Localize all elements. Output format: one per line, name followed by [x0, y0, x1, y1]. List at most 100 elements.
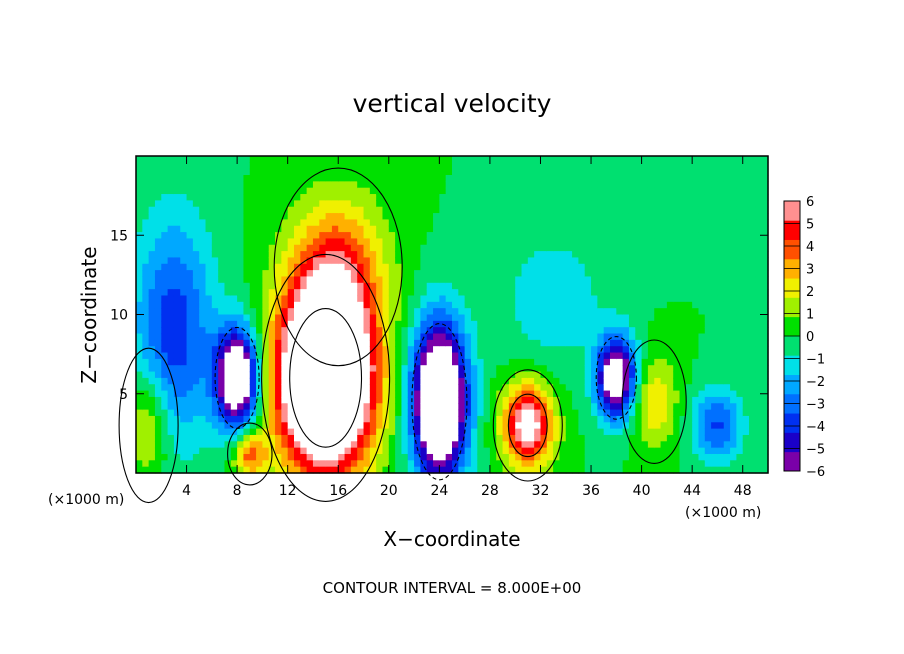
- heatmap-cell: [287, 194, 295, 201]
- heatmap-cell: [692, 213, 700, 220]
- heatmap-cell: [591, 232, 598, 240]
- heatmap-cell: [148, 409, 156, 417]
- heatmap-cell: [679, 434, 687, 442]
- heatmap-cell: [369, 244, 377, 252]
- heatmap-cell: [452, 175, 459, 182]
- heatmap-cell: [515, 162, 523, 170]
- heatmap-cell: [306, 415, 314, 423]
- heatmap-cell: [325, 282, 333, 290]
- heatmap-cell: [205, 441, 213, 449]
- heatmap-cell: [717, 244, 725, 252]
- heatmap-cell: [723, 270, 731, 278]
- heatmap-cell: [527, 441, 535, 449]
- heatmap-cell: [483, 270, 491, 278]
- heatmap-cell: [154, 194, 162, 201]
- heatmap-cell: [319, 453, 327, 461]
- heatmap-cell: [565, 453, 573, 461]
- heatmap-cell: [306, 295, 314, 303]
- heatmap-cell: [515, 257, 523, 265]
- heatmap-cell: [666, 263, 674, 271]
- heatmap-cell: [294, 219, 301, 227]
- heatmap-cell: [711, 168, 719, 176]
- heatmap-cell: [666, 453, 674, 461]
- heatmap-cell: [610, 162, 617, 170]
- heatmap-cell: [420, 187, 428, 195]
- heatmap-cell: [673, 263, 681, 271]
- heatmap-cell: [452, 346, 459, 354]
- heatmap-cell: [224, 295, 232, 303]
- heatmap-cell: [319, 206, 327, 214]
- heatmap-cell: [622, 270, 630, 278]
- heatmap-cell: [698, 396, 706, 404]
- heatmap-cell: [395, 238, 403, 246]
- heatmap-cell: [192, 213, 200, 220]
- heatmap-cell: [635, 263, 643, 271]
- heatmap-cell: [761, 175, 769, 182]
- heatmap-cell: [496, 352, 504, 360]
- heatmap-cell: [477, 232, 485, 240]
- heatmap-cell: [584, 200, 592, 208]
- heatmap-cell: [338, 384, 346, 392]
- heatmap-cell: [755, 460, 763, 468]
- heatmap-cell: [641, 377, 649, 385]
- heatmap-cell: [717, 156, 725, 163]
- heatmap-cell: [142, 206, 150, 214]
- heatmap-cell: [685, 232, 693, 240]
- heatmap-cell: [647, 232, 655, 240]
- heatmap-cell: [749, 358, 756, 366]
- heatmap-cell: [477, 377, 485, 385]
- heatmap-cell: [591, 377, 598, 385]
- heatmap-cell: [679, 358, 687, 366]
- heatmap-cell: [154, 244, 162, 252]
- heatmap-cell: [464, 251, 472, 259]
- heatmap-cell: [755, 428, 763, 436]
- heatmap-cell: [382, 244, 390, 252]
- heatmap-cell: [205, 333, 213, 341]
- heatmap-cell: [572, 225, 579, 233]
- heatmap-cell: [300, 219, 308, 227]
- heatmap-cell: [237, 428, 245, 436]
- heatmap-cell: [344, 219, 352, 227]
- heatmap-cell: [186, 428, 194, 436]
- heatmap-cell: [534, 453, 542, 461]
- heatmap-cell: [414, 276, 421, 284]
- heatmap-cell: [489, 314, 497, 322]
- heatmap-cell: [761, 206, 769, 214]
- heatmap-cell: [704, 168, 712, 176]
- heatmap-cell: [338, 244, 346, 252]
- heatmap-cell: [685, 390, 693, 398]
- heatmap-cell: [635, 238, 643, 246]
- heatmap-cell: [647, 175, 655, 182]
- heatmap-cell: [167, 460, 175, 468]
- heatmap-cell: [666, 225, 674, 233]
- heatmap-cell: [654, 276, 662, 284]
- heatmap-cell: [445, 206, 453, 214]
- heatmap-cell: [489, 327, 497, 335]
- heatmap-cell: [136, 270, 143, 278]
- heatmap-cell: [148, 263, 156, 271]
- heatmap-cell: [445, 453, 453, 461]
- heatmap-cell: [407, 371, 415, 379]
- heatmap-cell: [578, 428, 586, 436]
- heatmap-cell: [723, 162, 731, 170]
- heatmap-cell: [470, 390, 478, 398]
- heatmap-cell: [578, 434, 586, 442]
- heatmap-cell: [597, 219, 605, 227]
- heatmap-cell: [464, 187, 472, 195]
- heatmap-cell: [407, 270, 415, 278]
- heatmap-cell: [249, 358, 257, 366]
- heatmap-cell: [483, 365, 491, 373]
- heatmap-cell: [136, 282, 143, 290]
- heatmap-cell: [148, 200, 156, 208]
- heatmap-cell: [458, 270, 466, 278]
- heatmap-cell: [565, 403, 573, 411]
- heatmap-cell: [679, 187, 687, 195]
- heatmap-cell: [578, 289, 586, 297]
- heatmap-cell: [591, 409, 598, 417]
- heatmap-cell: [199, 377, 207, 385]
- heatmap-cell: [249, 308, 257, 316]
- heatmap-cell: [603, 384, 611, 392]
- heatmap-cell: [489, 219, 497, 227]
- heatmap-cell: [755, 244, 763, 252]
- heatmap-cell: [704, 377, 712, 385]
